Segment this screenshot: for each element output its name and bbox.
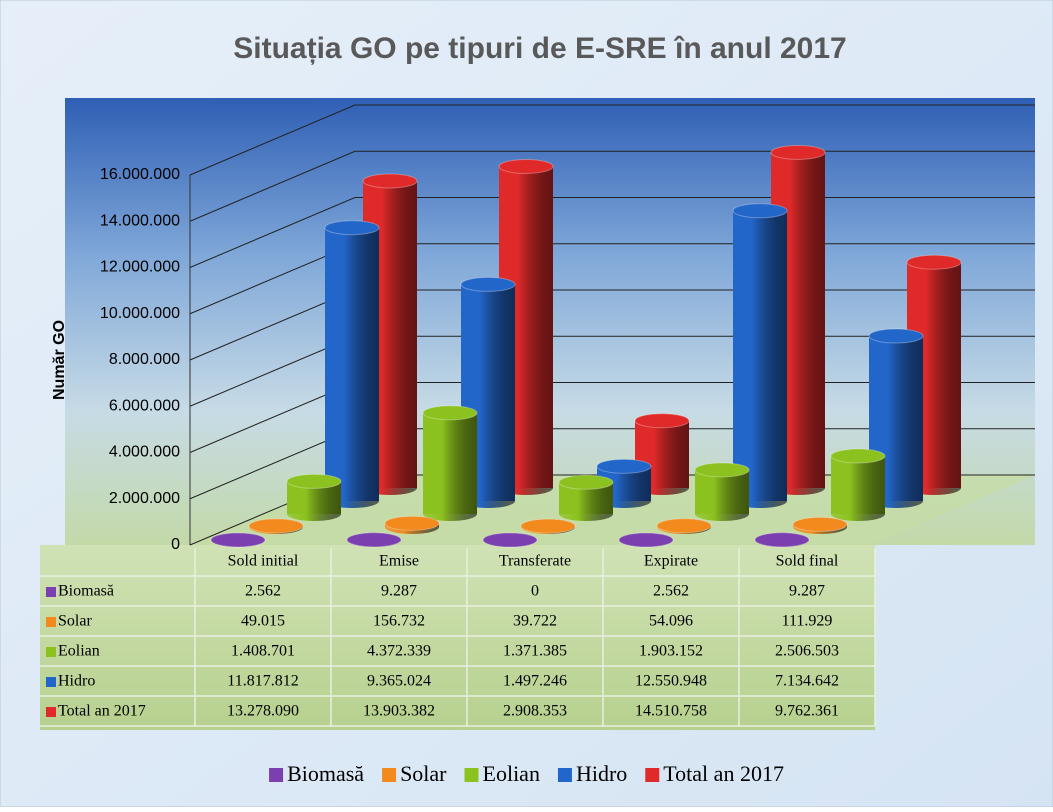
y-tick-label: 8.000.000 bbox=[109, 351, 180, 368]
table-header: Transferate bbox=[499, 553, 571, 570]
table-cell: 39.722 bbox=[513, 613, 557, 630]
legend-key bbox=[645, 768, 659, 782]
table-header: Sold initial bbox=[228, 553, 299, 570]
table-cell: 0 bbox=[531, 583, 539, 600]
cylinder-top bbox=[461, 277, 515, 291]
y-axis-label: Număr GO bbox=[51, 320, 68, 400]
legend-label: Hidro bbox=[576, 761, 627, 786]
table-cell: 49.015 bbox=[241, 613, 285, 630]
table-header: Expirate bbox=[644, 553, 698, 570]
cylinder-top bbox=[249, 519, 303, 533]
cylinder-top bbox=[287, 474, 341, 488]
cylinder-top bbox=[363, 174, 417, 188]
legend-key bbox=[46, 647, 56, 657]
legend-label: Biomasă bbox=[287, 761, 364, 786]
table-cell: 1.408.701 bbox=[231, 643, 295, 660]
cylinder bbox=[325, 221, 379, 508]
table-cell: 2.908.353 bbox=[503, 703, 567, 720]
table-cell: 4.372.339 bbox=[367, 643, 431, 660]
cylinder-top bbox=[869, 329, 923, 343]
legend-key bbox=[382, 768, 396, 782]
row-label: Biomasă bbox=[58, 583, 114, 600]
table-cell: 1.903.152 bbox=[639, 643, 703, 660]
cylinder-top bbox=[619, 533, 673, 547]
legend-key bbox=[46, 587, 56, 597]
cylinder-top bbox=[521, 519, 575, 533]
cylinder-top bbox=[597, 459, 651, 473]
cylinder-top bbox=[771, 145, 825, 159]
table-cell: 1.371.385 bbox=[503, 643, 567, 660]
cylinder-top bbox=[755, 533, 809, 547]
legend-label: Total an 2017 bbox=[663, 761, 784, 786]
table-cell: 12.550.948 bbox=[635, 673, 707, 690]
cylinder-top bbox=[657, 519, 711, 533]
data-table bbox=[40, 545, 875, 730]
cylinder-top bbox=[423, 406, 477, 420]
row-label: Total an 2017 bbox=[58, 703, 146, 720]
row-label: Eolian bbox=[58, 643, 100, 660]
table-cell: 156.732 bbox=[373, 613, 425, 630]
cylinder-top bbox=[483, 533, 537, 547]
legend-label: Eolian bbox=[483, 761, 540, 786]
table-cell: 13.903.382 bbox=[363, 703, 435, 720]
table-cell: 2.506.503 bbox=[775, 643, 839, 660]
cylinder-top bbox=[559, 475, 613, 489]
cylinder bbox=[733, 204, 787, 508]
legend-key bbox=[269, 768, 283, 782]
cylinder-top bbox=[347, 533, 401, 547]
legend-label: Solar bbox=[400, 761, 447, 786]
cylinder-top bbox=[385, 516, 439, 530]
table-cell: 11.817.812 bbox=[227, 673, 298, 690]
table-cell: 54.096 bbox=[649, 613, 693, 630]
y-tick-label: 6.000.000 bbox=[109, 397, 180, 414]
table-cell: 9.762.361 bbox=[775, 703, 839, 720]
cylinder-top bbox=[733, 204, 787, 218]
table-cell: 13.278.090 bbox=[227, 703, 299, 720]
cylinder-top bbox=[211, 533, 265, 547]
y-tick-label: 14.000.000 bbox=[100, 212, 180, 229]
table-cell: 14.510.758 bbox=[635, 703, 707, 720]
y-tick-label: 0 bbox=[171, 536, 180, 553]
cylinder-top bbox=[499, 159, 553, 173]
cylinder-top bbox=[831, 449, 885, 463]
table-cell: 7.134.642 bbox=[775, 673, 839, 690]
y-tick-label: 16.000.000 bbox=[100, 166, 180, 183]
table-cell: 111.929 bbox=[782, 613, 833, 630]
table-cell: 9.287 bbox=[789, 583, 825, 600]
cylinder-top bbox=[325, 221, 379, 235]
cylinder bbox=[423, 406, 477, 521]
legend-key bbox=[46, 677, 56, 687]
legend-key bbox=[46, 707, 56, 717]
table-cell: 2.562 bbox=[245, 583, 281, 600]
row-label: Solar bbox=[58, 613, 92, 630]
legend-key bbox=[558, 768, 572, 782]
table-header: Sold final bbox=[776, 553, 839, 570]
table-cell: 9.365.024 bbox=[367, 673, 431, 690]
cylinder-top bbox=[695, 463, 749, 477]
y-tick-label: 2.000.000 bbox=[109, 490, 180, 507]
chart-title: Situația GO pe tipuri de E-SRE în anul 2… bbox=[233, 32, 846, 65]
cylinder-top bbox=[793, 517, 847, 531]
y-tick-label: 12.000.000 bbox=[100, 259, 180, 276]
cylinder-top bbox=[635, 414, 689, 428]
row-label: Hidro bbox=[58, 673, 95, 690]
legend-key bbox=[465, 768, 479, 782]
y-tick-label: 10.000.000 bbox=[100, 305, 180, 322]
table-header: Emise bbox=[379, 553, 419, 570]
table-cell: 1.497.246 bbox=[503, 673, 567, 690]
table-cell: 2.562 bbox=[653, 583, 689, 600]
y-tick-label: 4.000.000 bbox=[109, 444, 180, 461]
table-cell: 9.287 bbox=[381, 583, 417, 600]
cylinder-top bbox=[907, 255, 961, 269]
legend-key bbox=[46, 617, 56, 627]
